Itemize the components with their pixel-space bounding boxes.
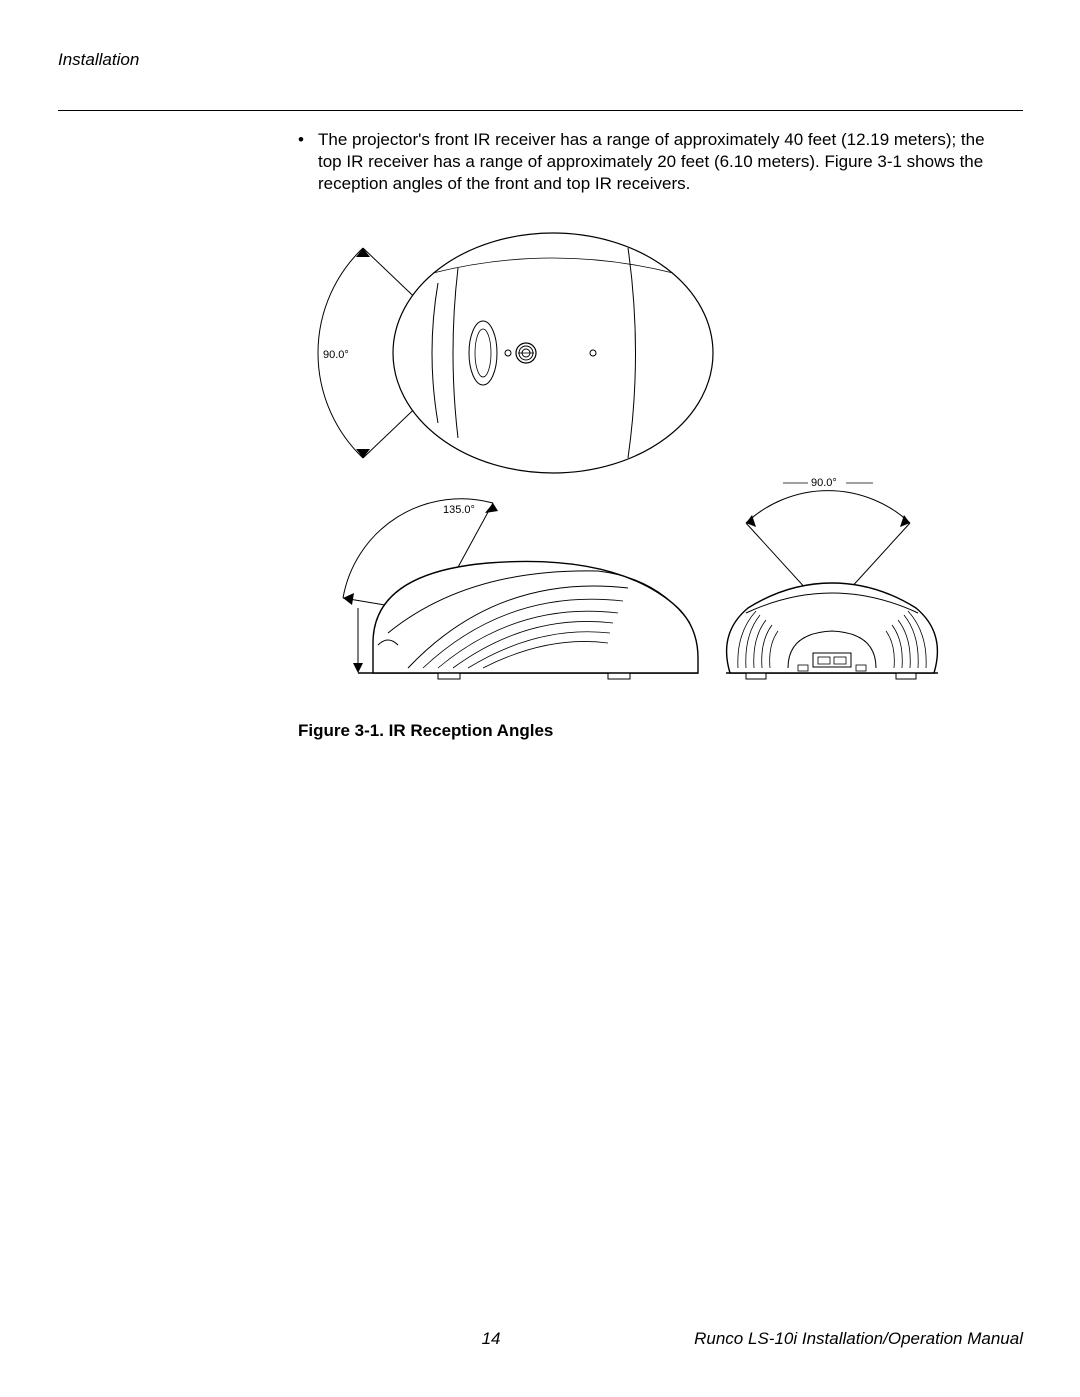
section-header: Installation: [58, 50, 1023, 70]
header-rule: [58, 110, 1023, 111]
top-view-angle-label: 90.0°: [323, 349, 349, 361]
page-footer: 14 Runco LS-10i Installation/Operation M…: [58, 1329, 1023, 1349]
page-number: 14: [58, 1329, 541, 1349]
ir-reception-diagram: 90.0°: [298, 213, 968, 703]
figure-block: 90.0°: [298, 213, 1003, 741]
side-view-group: 135.0°: [343, 499, 698, 679]
front-view-group: 90.0°: [726, 477, 938, 679]
manual-title: Runco LS-10i Installation/Operation Manu…: [541, 1329, 1024, 1349]
manual-page: Installation • The projector's front IR …: [58, 50, 1023, 741]
front-view-angle-label: 90.0°: [811, 477, 837, 489]
content-area: • The projector's front IR receiver has …: [298, 129, 1003, 741]
bullet-text: The projector's front IR receiver has a …: [318, 129, 1003, 195]
side-view-angle-label: 135.0°: [443, 504, 475, 516]
figure-caption: Figure 3-1. IR Reception Angles: [298, 721, 1003, 741]
bullet-item: • The projector's front IR receiver has …: [298, 129, 1003, 195]
top-view-group: 90.0°: [318, 233, 713, 473]
bullet-marker: •: [298, 129, 318, 151]
